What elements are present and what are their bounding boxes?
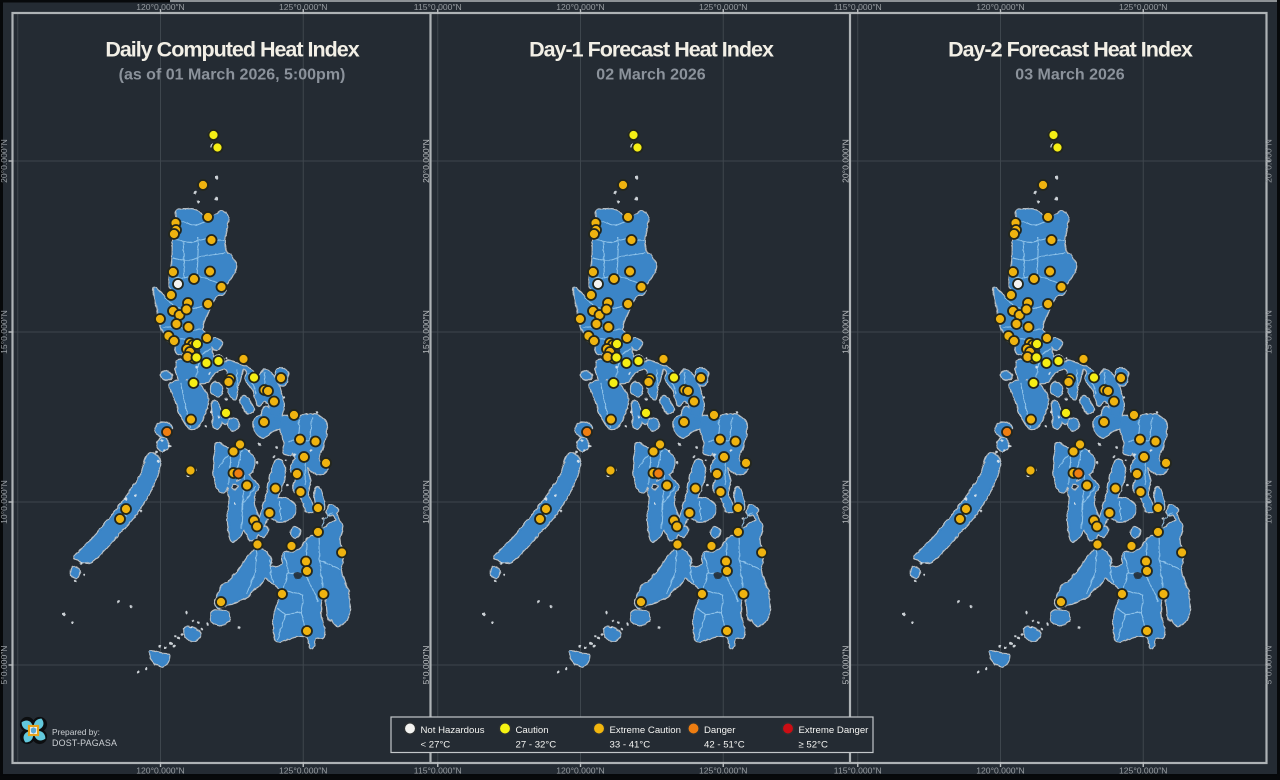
svg-text:20°0.000″N: 20°0.000″N — [0, 139, 9, 183]
svg-text:125°0.000″N: 125°0.000″N — [699, 2, 748, 12]
svg-text:15°0.000″N: 15°0.000″N — [1264, 310, 1274, 354]
svg-text:15°0.000″N: 15°0.000″N — [421, 310, 431, 354]
svg-text:Day-2 Forecast Heat Index: Day-2 Forecast Heat Index — [948, 38, 1193, 62]
svg-text:5°0.000″N: 5°0.000″N — [841, 646, 851, 685]
svg-text:Day-1 Forecast Heat Index: Day-1 Forecast Heat Index — [529, 38, 774, 62]
svg-text:(as of 01 March 2026, 5:00pm): (as of 01 March 2026, 5:00pm) — [119, 67, 346, 84]
svg-text:120°0.000″N: 120°0.000″N — [976, 766, 1025, 776]
svg-text:Extreme Danger: Extreme Danger — [799, 725, 870, 736]
svg-text:125°0.000″N: 125°0.000″N — [279, 766, 328, 776]
svg-text:Daily Computed Heat Index: Daily Computed Heat Index — [105, 38, 359, 62]
svg-text:115°0.000″N: 115°0.000″N — [834, 766, 882, 776]
svg-text:125°0.000″N: 125°0.000″N — [1119, 2, 1168, 12]
svg-text:120°0.000″N: 120°0.000″N — [556, 2, 605, 12]
svg-text:42 - 51°C: 42 - 51°C — [704, 740, 745, 751]
svg-text:33 - 41°C: 33 - 41°C — [610, 740, 651, 751]
svg-text:10°0.000″N: 10°0.000″N — [421, 480, 431, 524]
svg-text:Prepared by:: Prepared by: — [52, 727, 100, 737]
svg-text:10°0.000″N: 10°0.000″N — [0, 480, 9, 524]
svg-text:125°0.000″N: 125°0.000″N — [1119, 766, 1168, 776]
svg-text:Danger: Danger — [704, 725, 736, 736]
svg-text:115°0.000″N: 115°0.000″N — [414, 2, 462, 12]
svg-text:27 - 32°C: 27 - 32°C — [516, 740, 557, 751]
svg-text:5°0.000″N: 5°0.000″N — [0, 646, 9, 685]
svg-text:20°0.000″N: 20°0.000″N — [841, 139, 851, 183]
svg-text:DOST-PAGASA: DOST-PAGASA — [52, 738, 117, 748]
svg-text:20°0.000″N: 20°0.000″N — [421, 139, 431, 183]
svg-text:15°0.000″N: 15°0.000″N — [841, 310, 851, 354]
svg-text:5°0.000″N: 5°0.000″N — [1264, 646, 1274, 685]
svg-text:10°0.000″N: 10°0.000″N — [1264, 480, 1274, 524]
svg-text:Extreme Caution: Extreme Caution — [610, 725, 681, 736]
svg-text:15°0.000″N: 15°0.000″N — [0, 310, 9, 354]
svg-text:120°0.000″N: 120°0.000″N — [976, 2, 1025, 12]
svg-text:02 March 2026: 02 March 2026 — [596, 67, 706, 84]
svg-text:115°0.000″N: 115°0.000″N — [414, 766, 462, 776]
svg-text:120°0.000″N: 120°0.000″N — [136, 766, 185, 776]
svg-text:10°0.000″N: 10°0.000″N — [841, 480, 851, 524]
svg-text:Not Hazardous: Not Hazardous — [421, 725, 485, 736]
svg-text:Caution: Caution — [516, 725, 549, 736]
svg-text:120°0.000″N: 120°0.000″N — [556, 766, 605, 776]
svg-text:< 27°C: < 27°C — [421, 740, 451, 751]
svg-text:125°0.000″N: 125°0.000″N — [699, 766, 748, 776]
svg-text:20°0.000″N: 20°0.000″N — [1264, 139, 1274, 183]
svg-text:≥ 52°C: ≥ 52°C — [799, 740, 828, 751]
svg-text:03 March 2026: 03 March 2026 — [1015, 67, 1125, 84]
svg-text:120°0.000″N: 120°0.000″N — [136, 2, 185, 12]
svg-text:5°0.000″N: 5°0.000″N — [421, 646, 431, 685]
svg-text:125°0.000″N: 125°0.000″N — [279, 2, 328, 12]
svg-text:115°0.000″N: 115°0.000″N — [834, 2, 882, 12]
